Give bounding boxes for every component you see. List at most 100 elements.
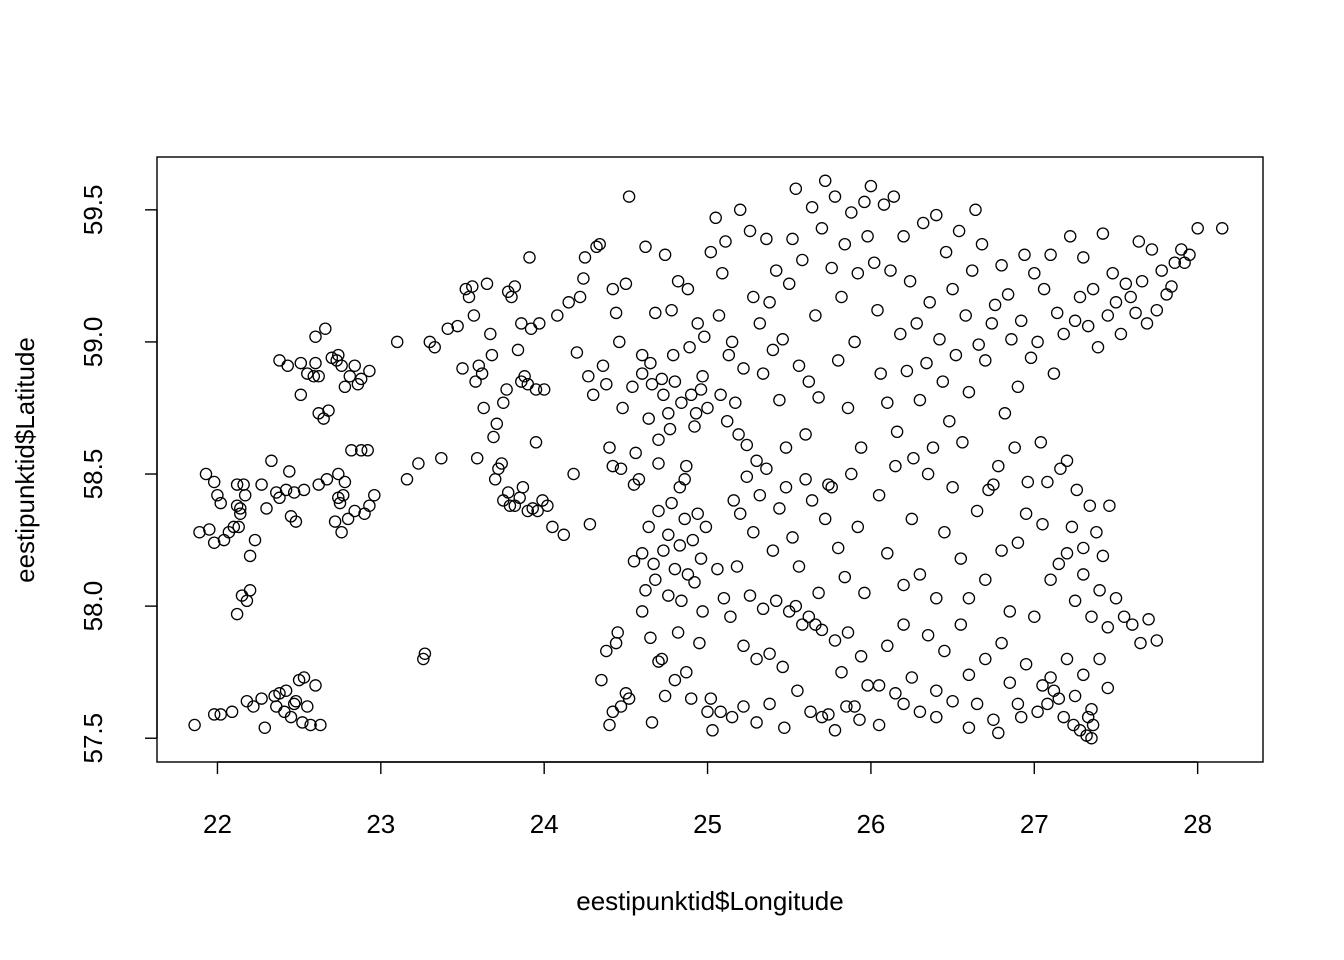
data-point bbox=[776, 660, 789, 674]
data-point bbox=[970, 504, 984, 518]
data-point bbox=[567, 467, 580, 481]
data-point bbox=[188, 718, 201, 732]
data-point bbox=[1129, 306, 1142, 320]
data-point bbox=[750, 716, 763, 729]
data-point bbox=[297, 671, 311, 684]
data-point bbox=[733, 203, 747, 217]
data-point bbox=[835, 290, 848, 304]
data-point bbox=[225, 705, 239, 719]
data-point bbox=[1132, 235, 1146, 248]
data-point bbox=[480, 277, 494, 291]
data-point bbox=[799, 428, 812, 441]
data-point bbox=[570, 346, 584, 359]
data-point bbox=[815, 710, 829, 724]
data-point bbox=[1077, 251, 1090, 264]
data-point bbox=[923, 296, 936, 309]
data-point bbox=[1001, 288, 1015, 301]
data-point bbox=[657, 544, 670, 557]
data-point bbox=[320, 473, 334, 486]
data-point bbox=[1019, 507, 1033, 520]
data-point bbox=[858, 586, 871, 600]
data-point bbox=[921, 467, 935, 481]
data-point bbox=[897, 578, 910, 592]
data-point bbox=[232, 520, 245, 534]
data-point bbox=[1191, 222, 1204, 235]
data-point bbox=[732, 428, 745, 441]
data-point bbox=[578, 251, 592, 264]
x-axis: 22 23 24 25 26 27 28 bbox=[203, 761, 1212, 839]
data-point bbox=[920, 356, 933, 370]
data-point bbox=[684, 388, 698, 402]
data-point bbox=[872, 718, 886, 732]
data-point bbox=[838, 237, 852, 251]
data-point bbox=[341, 512, 355, 526]
data-point bbox=[1165, 280, 1178, 293]
data-point bbox=[663, 422, 677, 436]
data-point bbox=[503, 499, 517, 512]
data-point bbox=[1142, 613, 1155, 626]
data-point bbox=[689, 407, 703, 420]
data-point bbox=[848, 335, 861, 349]
data-point bbox=[965, 264, 979, 277]
data-point bbox=[1044, 248, 1057, 262]
data-point bbox=[1081, 319, 1095, 333]
data-point bbox=[822, 478, 835, 491]
data-point bbox=[686, 533, 700, 547]
data-point bbox=[913, 705, 927, 719]
data-point bbox=[954, 618, 968, 631]
data-point bbox=[716, 266, 729, 280]
data-point bbox=[943, 414, 956, 428]
data-point bbox=[747, 290, 760, 304]
data-point bbox=[279, 684, 293, 697]
data-point bbox=[207, 536, 221, 549]
data-point bbox=[546, 520, 559, 534]
data-point bbox=[939, 245, 953, 259]
data-point bbox=[1011, 536, 1025, 549]
data-point bbox=[995, 636, 1008, 650]
data-point bbox=[1085, 702, 1098, 716]
y-tick-label: 59.5 bbox=[78, 185, 108, 236]
data-point bbox=[872, 488, 886, 502]
data-point bbox=[828, 190, 842, 203]
data-point bbox=[1106, 266, 1119, 280]
data-point bbox=[622, 190, 636, 203]
data-point bbox=[1070, 483, 1084, 497]
data-point bbox=[778, 721, 791, 734]
data-point bbox=[712, 309, 726, 322]
data-point bbox=[541, 499, 554, 512]
data-point bbox=[616, 401, 629, 415]
data-point bbox=[890, 425, 904, 439]
data-point bbox=[845, 206, 858, 219]
data-point bbox=[652, 433, 665, 446]
data-point bbox=[361, 444, 374, 457]
data-point bbox=[203, 523, 216, 536]
data-point bbox=[573, 290, 587, 304]
data-point bbox=[1057, 327, 1070, 341]
data-point bbox=[199, 467, 213, 481]
data-point bbox=[639, 240, 652, 254]
data-point bbox=[998, 407, 1012, 420]
data-point bbox=[1063, 230, 1077, 243]
data-point bbox=[956, 436, 969, 449]
data-point bbox=[647, 557, 660, 571]
data-point bbox=[470, 451, 484, 465]
data-point bbox=[1028, 610, 1041, 623]
data-point bbox=[1101, 309, 1115, 322]
data-point bbox=[828, 724, 842, 737]
data-point bbox=[363, 499, 376, 512]
data-point bbox=[684, 692, 698, 705]
data-point bbox=[1119, 277, 1133, 291]
data-point bbox=[230, 478, 244, 491]
data-point bbox=[704, 692, 718, 705]
data-point bbox=[786, 531, 799, 544]
data-point bbox=[897, 618, 910, 631]
data-point bbox=[706, 724, 719, 737]
data-point bbox=[881, 639, 894, 653]
x-tick-label: 25 bbox=[693, 809, 722, 839]
data-point bbox=[946, 480, 959, 494]
data-point bbox=[294, 356, 308, 370]
data-point bbox=[972, 338, 985, 351]
y-tick-label: 58.5 bbox=[78, 449, 108, 500]
data-point bbox=[1041, 697, 1054, 711]
